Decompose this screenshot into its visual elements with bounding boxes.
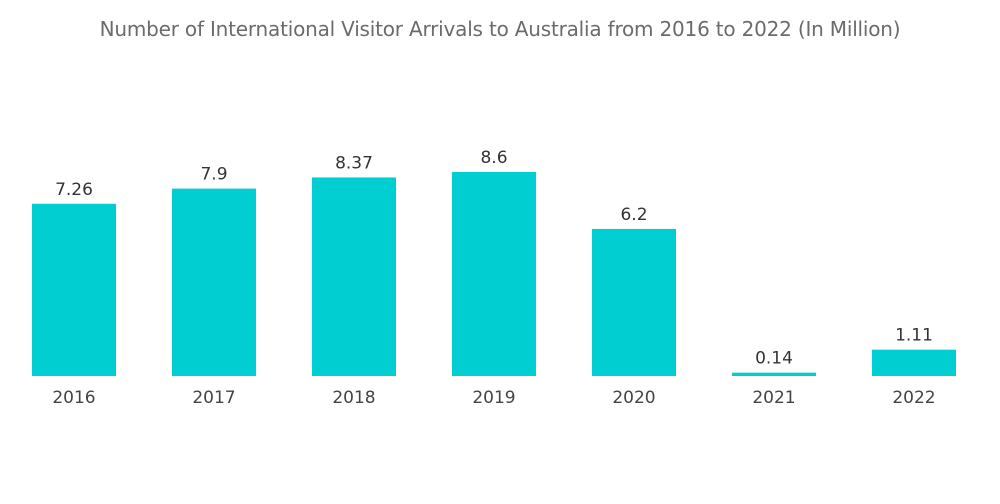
data-label-2018: 8.37: [335, 153, 373, 173]
data-label-2020: 6.2: [620, 205, 647, 225]
x-tick-2016: 2016: [52, 388, 95, 408]
bar-2022: [872, 349, 956, 376]
bars-layer: [32, 172, 956, 376]
bar-2021: [732, 372, 816, 376]
bar-2018: [312, 177, 396, 376]
data-label-2019: 8.6: [480, 148, 507, 168]
bar-2019: [452, 172, 536, 376]
x-tick-2019: 2019: [472, 388, 515, 408]
data-label-2022: 1.11: [895, 326, 933, 346]
data-label-2021: 0.14: [755, 349, 793, 369]
data-label-2016: 7.26: [55, 180, 93, 200]
bar-2017: [172, 188, 256, 376]
data-label-2017: 7.9: [200, 165, 227, 185]
x-tick-2022: 2022: [892, 388, 935, 408]
x-tick-2017: 2017: [192, 388, 235, 408]
data-labels-layer: 7.26 7.9 8.37 8.6 6.2 0.14 1.11: [55, 148, 933, 369]
x-tick-2018: 2018: [332, 388, 375, 408]
x-tick-2021: 2021: [752, 388, 795, 408]
bar-2020: [592, 228, 676, 376]
bar-2016: [32, 203, 116, 376]
x-tick-2020: 2020: [612, 388, 655, 408]
x-axis-ticks: 2016 2017 2018 2019 2020 2021 2022: [52, 388, 935, 408]
chart-title: Number of International Visitor Arrivals…: [99, 17, 901, 41]
